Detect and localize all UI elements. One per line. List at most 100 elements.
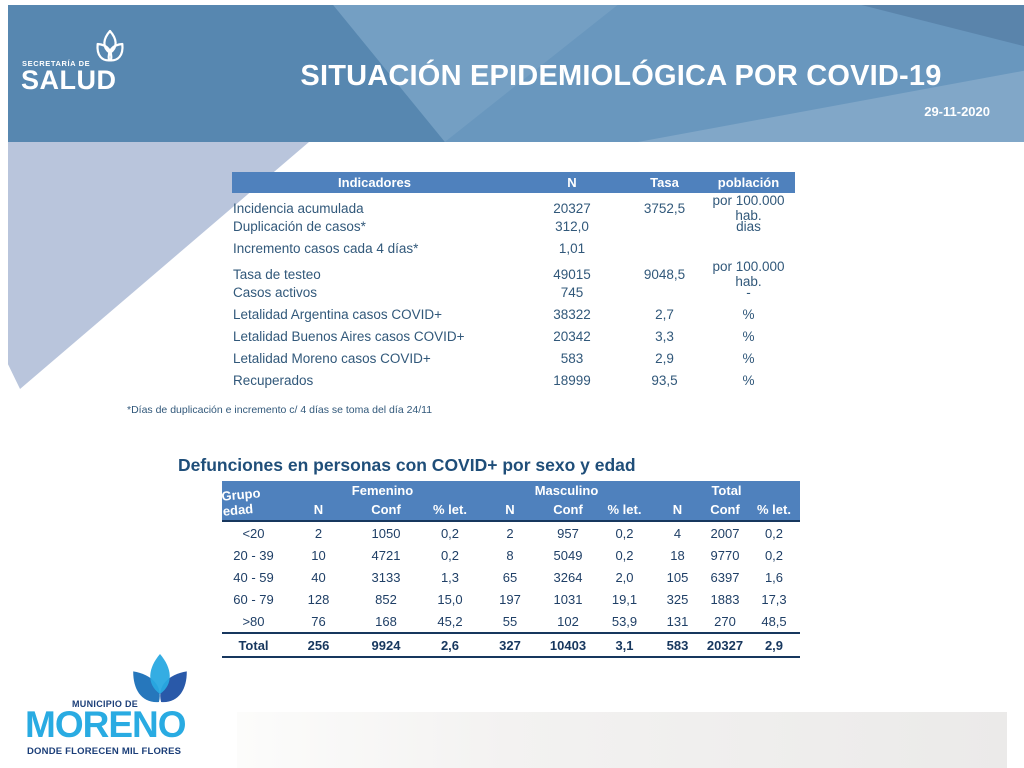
table-cell: 40 - 59 xyxy=(233,569,274,585)
subheader-let: % let. xyxy=(757,502,791,517)
table-row: Tasa de testeo 49015 9048,5 por 100.000 hab… xyxy=(232,259,795,289)
table-cell: 270 xyxy=(714,613,736,629)
table-cell: 3752,5 xyxy=(643,200,686,216)
table-cell: 325 xyxy=(666,591,689,607)
table-cell: % xyxy=(742,350,755,366)
table-cell: % xyxy=(742,306,755,322)
table-cell: 19,1 xyxy=(611,591,638,607)
report-date: 29-11-2020 xyxy=(924,104,990,119)
moreno-logo-tagline: DONDE FLORECEN MIL FLORES xyxy=(27,746,182,757)
table-cell: 2,9 xyxy=(655,350,674,366)
table-row: Letalidad Buenos Aires casos COVID+ 20342… xyxy=(232,325,795,347)
table-cell: Letalidad Buenos Aires casos COVID+ xyxy=(233,328,465,344)
table-cell: 3264 xyxy=(553,569,583,585)
table-cell: 2 xyxy=(314,525,323,541)
table-row: Recuperados 18999 93,5% xyxy=(232,369,795,391)
page-title: SITUACIÓN EPIDEMIOLÓGICA POR COVID-19 xyxy=(300,60,942,92)
table-cell: 40 xyxy=(311,569,326,585)
salud-logo: SECRETARÍA DE SALUD xyxy=(21,27,141,97)
moreno-flower-icon xyxy=(133,654,187,703)
column-header-grupo-edad: Grupo edad xyxy=(220,484,261,519)
table-row: Incremento casos cada 4 días* 1,01 xyxy=(232,237,795,259)
table-cell: 15,0 xyxy=(437,591,463,607)
group-header-femenino: Femenino xyxy=(351,482,414,498)
footer-grey-bar xyxy=(237,712,1007,768)
table-cell: 38322 xyxy=(553,306,591,322)
column-header-poblacion: población xyxy=(717,175,780,190)
table-row: 60 - 79 128 852 15,0 197 1031 19,1 325 1883 17,3 xyxy=(222,588,800,610)
table-cell: 852 xyxy=(375,591,397,607)
table-cell: 3133 xyxy=(371,569,401,585)
table-cell: <20 xyxy=(242,525,265,541)
table-row: Letalidad Argentina casos COVID+ 38322 2,7… xyxy=(232,303,795,325)
table-cell: 4 xyxy=(673,525,682,541)
table-cell: 0,2 xyxy=(764,547,784,563)
table-cell: 20327 xyxy=(706,637,744,653)
table-cell: 1,6 xyxy=(764,569,784,585)
table-cell: 0,2 xyxy=(615,547,634,563)
table-cell: 583 xyxy=(666,637,689,653)
table-cell: 105 xyxy=(666,569,689,585)
salud-logo-big-text: SALUD xyxy=(21,65,117,95)
table-cell: 2 xyxy=(506,525,514,541)
deaths-table-header: Grupo edad Femenino Masculino Total N Co… xyxy=(220,481,800,522)
table-row: <20 2 1050 0,2 2 957 0,2 4 2007 0,2 xyxy=(222,522,800,544)
table-cell: 8 xyxy=(506,547,514,563)
table-cell: 9048,5 xyxy=(643,266,686,282)
table-cell: 2,6 xyxy=(440,637,460,653)
table-cell: 10403 xyxy=(549,637,587,653)
table-cell: 312,0 xyxy=(555,218,589,234)
subheader-conf: Conf xyxy=(553,502,583,517)
table-row: Total 256 9924 2,6 327 10403 3,1 583 20327 2,9 xyxy=(222,632,800,658)
table-cell: Letalidad Argentina casos COVID+ xyxy=(233,306,442,322)
table-cell: 2007 xyxy=(710,525,740,541)
table-cell: Total xyxy=(238,637,269,653)
table-cell: 3,3 xyxy=(655,328,674,344)
table-cell: Duplicación de casos* xyxy=(233,218,366,234)
header-banner: SECRETARÍA DE SALUD SITUACIÓN EPIDEMIOLÓ… xyxy=(8,5,1024,142)
table-row: Incidencia acumulada 20327 3752,5 por 100.0… xyxy=(232,193,795,223)
table-cell: 49015 xyxy=(553,266,591,282)
table-cell: 5049 xyxy=(553,547,583,563)
table-cell: por 100.000 hab. xyxy=(712,193,785,223)
moreno-logo-big-text: MORENO xyxy=(25,704,186,745)
salud-logo-small-text: SECRETARÍA DE xyxy=(22,59,91,68)
table-cell: Recuperados xyxy=(233,372,314,388)
moreno-logo: MUNICIPIO DE MORENO DONDE FLORECEN MIL F… xyxy=(25,652,206,762)
table-cell: 93,5 xyxy=(651,372,678,388)
moreno-logo-small-text: MUNICIPIO DE xyxy=(72,699,139,709)
table-cell: 4721 xyxy=(371,547,401,563)
table-cell: 131 xyxy=(666,613,689,629)
table-cell: Letalidad Moreno casos COVID+ xyxy=(233,350,431,366)
table-cell: 20342 xyxy=(553,328,591,344)
table-cell: - xyxy=(746,284,751,300)
deaths-table-title: Defunciones en personas con COVID+ por s… xyxy=(178,455,636,475)
group-header-masculino: Masculino xyxy=(534,482,599,498)
table-cell: 0,2 xyxy=(440,525,460,541)
table-cell: 0,2 xyxy=(615,525,634,541)
table-cell: 17,3 xyxy=(761,591,787,607)
table-cell: Tasa de testeo xyxy=(233,266,321,282)
table-row: Duplicación de casos* 312,0 dias xyxy=(232,215,795,237)
subheader-let: % let. xyxy=(607,502,642,517)
table-cell: dias xyxy=(736,218,761,234)
subheader-conf: Conf xyxy=(710,502,740,517)
column-header-tasa: Tasa xyxy=(650,175,679,190)
indicators-table: Indicadores N Tasa población Incidencia … xyxy=(232,172,795,391)
table-cell: 76 xyxy=(311,613,326,629)
table-cell: 10 xyxy=(311,547,326,563)
table-cell: por 100.000 hab. xyxy=(712,259,785,289)
table-cell: 45,2 xyxy=(437,613,463,629)
column-header-n: N xyxy=(567,175,577,190)
table-cell: Incidencia acumulada xyxy=(233,200,364,216)
table-cell: 6397 xyxy=(710,569,740,585)
table-cell: 65 xyxy=(502,569,518,585)
table-cell: Casos activos xyxy=(233,284,318,300)
deaths-table: Grupo edad Femenino Masculino Total N Co… xyxy=(220,481,800,658)
table-cell: 48,5 xyxy=(761,613,787,629)
table-cell: Incremento casos cada 4 días* xyxy=(233,240,419,256)
subheader-conf: Conf xyxy=(371,502,401,517)
table-cell: 1031 xyxy=(553,591,583,607)
table-cell: 18999 xyxy=(553,372,591,388)
table-cell: % xyxy=(742,328,755,344)
